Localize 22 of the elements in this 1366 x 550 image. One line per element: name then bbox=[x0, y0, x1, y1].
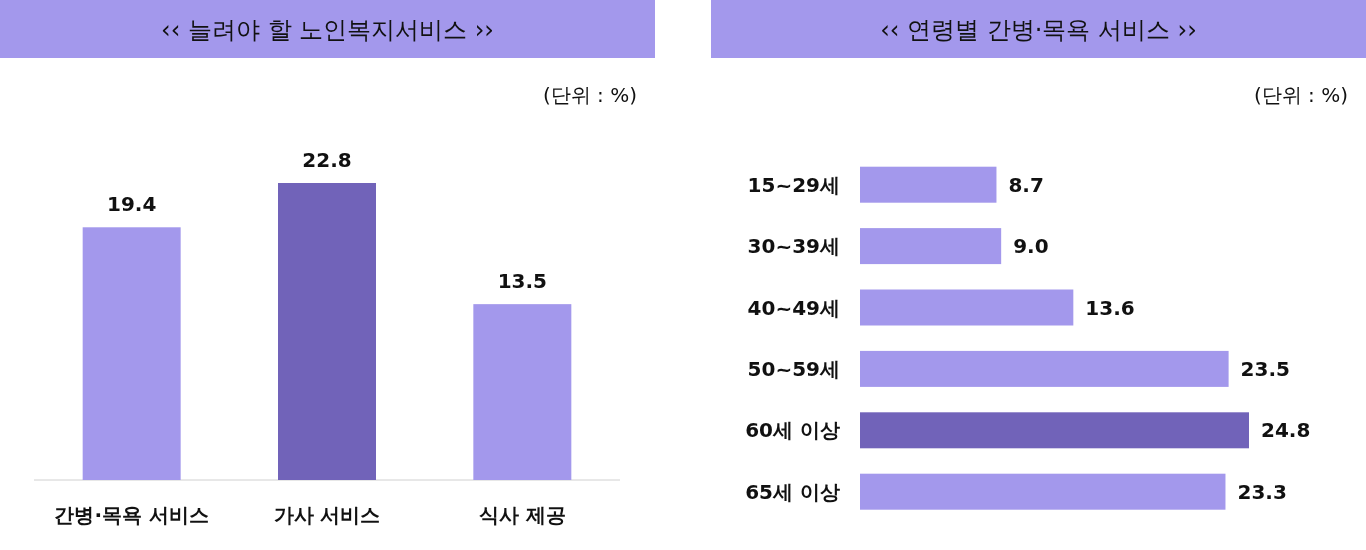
data-label: 24.8 bbox=[1261, 418, 1311, 443]
y-tick-label: 60세 이상 bbox=[745, 418, 840, 443]
data-label: 23.3 bbox=[1237, 479, 1287, 504]
chart-title: ‹‹ 연령별 간병·목욕 서비스 ›› bbox=[880, 16, 1197, 44]
x-tick-label: 간병·목욕 서비스 bbox=[54, 503, 209, 527]
data-label: 8.7 bbox=[1008, 172, 1044, 197]
data-label: 13.6 bbox=[1085, 295, 1135, 320]
y-tick-label: 50~59세 bbox=[747, 356, 840, 381]
data-label: 13.5 bbox=[497, 269, 548, 294]
x-tick-label: 가사 서비스 bbox=[273, 503, 381, 527]
text: (단위 : %) bbox=[1253, 83, 1348, 107]
y-tick-label: 30~39세 bbox=[747, 234, 840, 259]
data-label: 22.8 bbox=[302, 148, 352, 172]
x-tick-label: 식사 제공 bbox=[478, 503, 566, 527]
data-label: 23.5 bbox=[1240, 356, 1290, 381]
data-label: 19.4 bbox=[106, 192, 157, 217]
y-tick-label: 65세 이상 bbox=[745, 479, 840, 504]
data-label: 9.0 bbox=[1013, 234, 1049, 259]
chart-title: ‹‹ 늘려야 할 노인복지서비스 ›› bbox=[161, 16, 494, 44]
text: (단위 : %) bbox=[542, 83, 637, 107]
y-tick-label: 40~49세 bbox=[747, 295, 840, 320]
y-tick-label: 15~29세 bbox=[747, 172, 840, 197]
